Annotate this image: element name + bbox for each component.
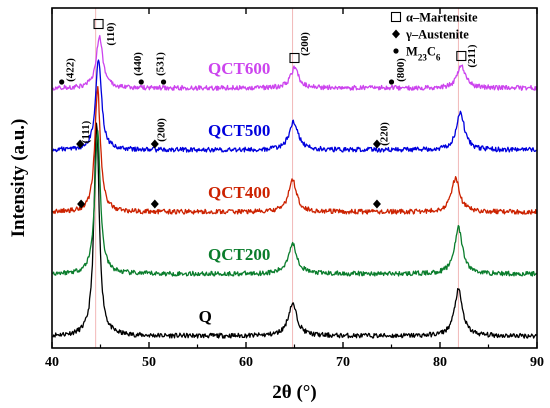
legend-label-2: M23C6 [406,45,441,63]
x-tick-label-50: 50 [142,355,156,370]
legend-label-1: γ–Austenite [405,28,469,42]
x-tick-label-60: 60 [239,355,253,370]
diamond-marker-7 [76,139,85,149]
circle-marker-3 [388,79,395,85]
circle-marker-2 [160,79,167,85]
y-axis-title: Intensity (a.u.) [8,119,29,238]
peak-label-2: (440) [132,52,144,76]
peak-label-4: (200) [299,32,311,56]
axes-group: 40 50 60 70 80 90 2θ (°) Intensity (a.u.) [8,7,544,403]
peak-label-7: (111) [80,120,92,143]
peak-label-3: (531) [155,52,167,76]
circle-marker-0 [59,79,65,85]
diamond-marker-10 [77,199,86,209]
markers-group [59,18,467,209]
circle-marker-1 [138,79,144,85]
peak-label-8: (200) [156,118,168,142]
x-tick-label-70: 70 [336,355,350,370]
peak-label-1: (110) [105,22,117,46]
series-label-qct600: QCT600 [208,59,270,78]
legend-symbol-circle [393,48,399,54]
square-marker-4 [93,18,104,30]
series-label-q: Q [199,307,212,326]
series-line-qct600 [52,34,538,91]
square-marker-5 [289,52,300,64]
x-tick-label-40: 40 [45,355,59,370]
legend-label-0: α–Martensite [406,11,478,25]
x-axis-title: 2θ (°) [272,382,316,403]
peak-labels-group: (422) (110) (440) (531) (200) (800) (211) (111)… [64,22,478,146]
series-label-qct200: QCT200 [208,245,270,264]
series-group: Q QCT200 QCT400 QCT500 QCT600 [52,34,538,339]
diamond-marker-8 [150,139,159,149]
series-line-qct400 [52,85,538,215]
plot-frame [51,7,538,349]
legend: α–Martensite γ–Austenite M23C6 [390,11,478,63]
square-marker-6 [456,50,467,62]
series-line-qct200 [52,130,537,277]
peak-label-6: (211) [466,44,478,68]
series-label-qct400: QCT400 [208,183,270,202]
x-tick-label-80: 80 [433,355,447,370]
peak-label-0: (422) [64,58,76,82]
legend-symbol-diamond [392,29,400,39]
peak-label-9: (220) [379,122,391,146]
peak-label-5: (800) [395,58,407,82]
x-tick-label-90: 90 [530,355,544,370]
diamond-marker-11 [150,199,159,209]
diamond-marker-12 [372,199,381,209]
series-label-qct500: QCT500 [208,121,270,140]
series-line-q [52,122,537,339]
diamond-marker-9 [372,139,381,149]
series-line-qct500 [52,59,537,153]
legend-symbol-square [390,11,402,23]
